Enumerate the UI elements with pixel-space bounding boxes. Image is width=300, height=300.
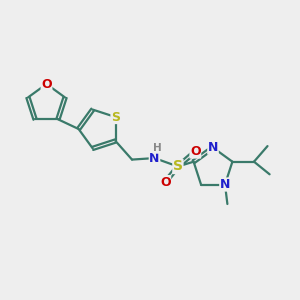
Text: N: N [208,141,218,154]
Text: N: N [220,178,230,191]
Text: N: N [149,152,160,165]
Text: O: O [190,145,201,158]
Text: S: S [111,110,120,124]
Text: O: O [41,77,52,91]
Text: S: S [173,160,183,173]
Text: H: H [152,143,161,154]
Text: O: O [160,176,171,189]
